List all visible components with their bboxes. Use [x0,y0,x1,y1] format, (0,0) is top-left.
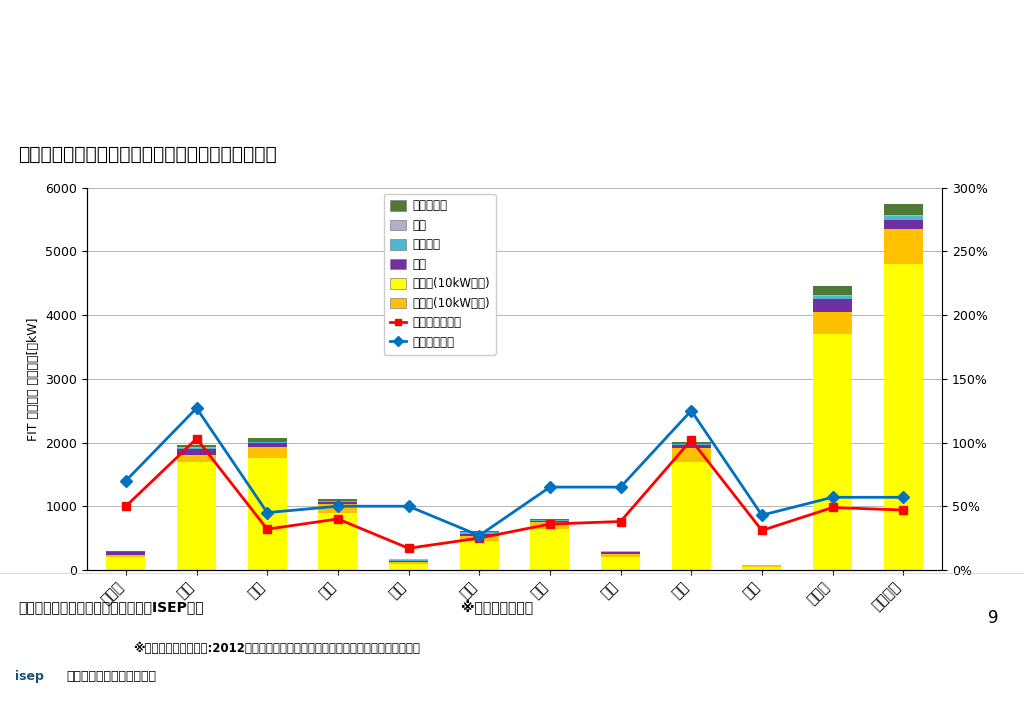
Bar [813,334,852,570]
Bar [884,216,923,220]
Bar [672,445,711,447]
Text: 地域別の発電設備の設備認定の状況(2015年3月末現在): 地域別の発電設備の設備認定の状況(2015年3月末現在) [18,92,419,115]
Bar [884,215,923,216]
Bar [460,541,499,570]
Bar [884,220,923,229]
Y-axis label: FIT 設備認定 設備容量[万kW]: FIT 設備認定 設備容量[万kW] [27,317,40,440]
Bar [248,443,287,447]
Bar [742,566,781,570]
Bar [318,513,357,570]
Bar [248,442,287,443]
Bar [672,447,711,462]
Bar [460,535,499,541]
Bar [884,264,923,570]
Bar [177,449,216,455]
Bar [884,229,923,264]
Bar [460,532,499,534]
Text: 九州および東北では、最大電力に相当する設備認定: 九州および東北では、最大電力に相当する設備認定 [18,144,278,164]
Bar [601,557,640,570]
Text: isep: isep [15,670,44,683]
Bar [601,554,640,557]
Bar [248,459,287,570]
Bar [318,504,357,513]
Bar [177,447,216,449]
Bar [318,499,357,501]
Bar [177,462,216,570]
Bar [248,447,287,459]
Bar [601,552,640,554]
Bar [813,296,852,299]
Text: 出所：資源エネルギー庁データからISEP作成: 出所：資源エネルギー庁データからISEP作成 [18,600,204,615]
Legend: バイオマス, 地熱, 中小水力, 風力, 太陽光(10kW以上), 太陽光(10kW未満), 全設備容量比率, 最大電力比率: バイオマス, 地熱, 中小水力, 風力, 太陽光(10kW以上), 太陽光(10… [384,193,496,355]
Bar [460,534,499,535]
Bar [530,528,569,570]
Text: 環境エネルギー政策研究所: 環境エネルギー政策研究所 [67,670,157,683]
Bar [672,442,711,444]
Bar [106,557,145,570]
Bar [389,564,428,570]
Bar [813,299,852,312]
Text: 9: 9 [988,610,998,627]
Text: ※移行認定を含む: ※移行認定を含む [461,600,532,615]
Bar [318,503,357,504]
Bar [813,295,852,296]
Bar [106,555,145,557]
Bar [884,203,923,215]
Bar [813,286,852,295]
Bar [530,521,569,523]
Text: ※「全設備容量比率」:2012年度末時点の全発電設備の容量に対する設備認定の比率: ※「全設備容量比率」:2012年度末時点の全発電設備の容量に対する設備認定の比率 [133,641,420,655]
Bar [177,445,216,447]
Bar [813,312,852,334]
Bar [106,552,145,555]
Bar [177,455,216,462]
Bar [389,561,428,564]
Bar [389,560,428,561]
Text: 固定価格買取制度(FIT制度): 固定価格買取制度(FIT制度) [18,37,222,61]
Bar [672,462,711,570]
Bar [248,438,287,442]
Bar [318,501,357,503]
Bar [530,523,569,528]
